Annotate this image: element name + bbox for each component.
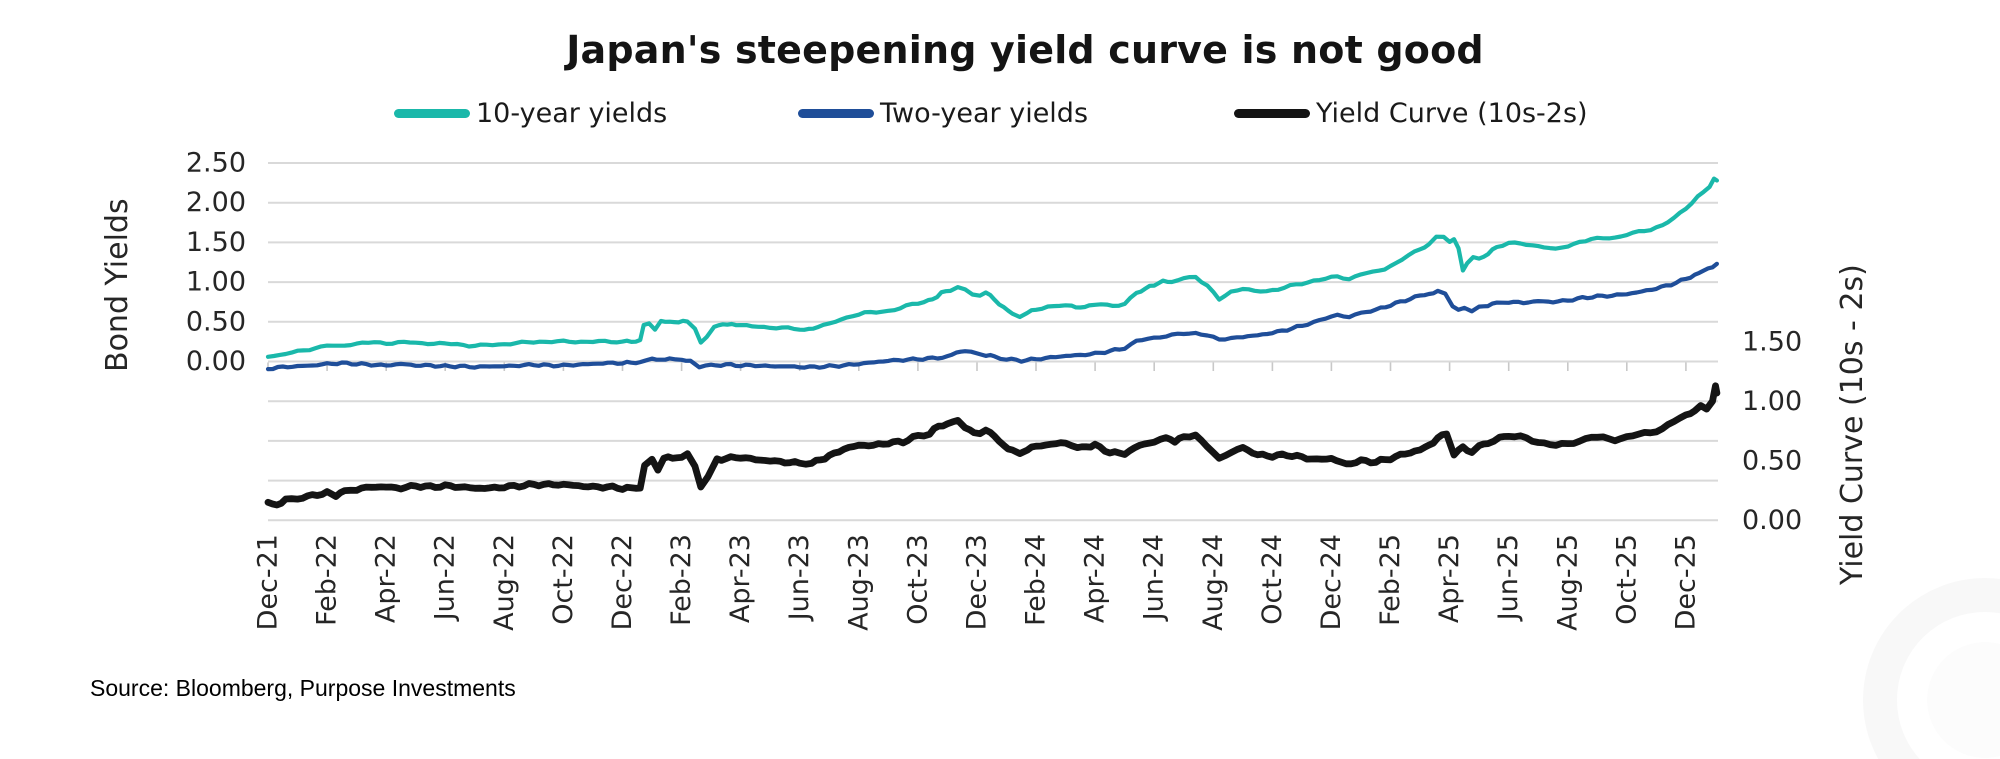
left-axis-tick-label: 2.00 (186, 187, 246, 218)
x-axis-tick-label: Jun-23 (784, 534, 815, 622)
legend-label: Yield Curve (10s-2s) (1316, 97, 1588, 129)
x-axis-tick-label: Jun-25 (1493, 534, 1524, 622)
x-axis-tick-label: Jun-22 (430, 534, 461, 622)
x-axis-tick-label: Apr-23 (725, 534, 756, 623)
x-axis-tick-label: Apr-25 (1434, 534, 1465, 623)
x-axis-tick-label: Oct-22 (548, 534, 579, 625)
legend-label: 10-year yields (476, 97, 668, 129)
x-axis-tick-label: Dec-23 (962, 534, 993, 630)
right-axis-tick-label: 1.50 (1742, 326, 1802, 357)
legend-item-two-year-yields: Two-year yields (798, 97, 1089, 129)
x-axis-tick-label: Feb-25 (1375, 534, 1406, 626)
x-axis-tick-label: Aug-22 (489, 534, 520, 631)
legend-swatch-10-year-yields (394, 108, 470, 118)
chart-title: Japan's steepening yield curve is not go… (566, 28, 1484, 72)
x-axis-tick-label: Dec-22 (607, 534, 638, 630)
x-axis-tick-label: Aug-24 (1198, 534, 1229, 631)
x-axis-tick-label: Apr-22 (371, 534, 402, 623)
legend-swatch-two-year-yields (798, 108, 874, 118)
x-axis-tick-label: Aug-25 (1552, 534, 1583, 631)
left-axis-tick-label: 0.00 (186, 346, 246, 377)
x-axis-tick-label: Dec-21 (253, 534, 284, 630)
left-axis-tick-label: 1.00 (186, 267, 246, 298)
x-axis-tick-label: Jun-24 (1139, 534, 1170, 622)
x-axis-tick-label: Oct-25 (1611, 534, 1642, 625)
x-axis-tick-label: Feb-24 (1021, 534, 1052, 626)
x-axis-tick-label: Oct-24 (1257, 534, 1288, 625)
legend-item-10-year-yields: 10-year yields (394, 97, 668, 129)
series-line-10-year-yields (265, 176, 1719, 359)
x-axis-tick-label: Dec-25 (1670, 534, 1701, 630)
source-note: Source: Bloomberg, Purpose Investments (90, 675, 516, 701)
legend-item-yield-curve: Yield Curve (10s-2s) (1234, 97, 1588, 129)
watermark-swirl-inner (1927, 642, 2000, 758)
x-axis-tick-label: Aug-23 (843, 534, 874, 631)
series-line-two-year-yields (265, 261, 1719, 372)
series-line-yield-curve-10s-2s (264, 382, 1721, 509)
right-axis-tick-label: 0.50 (1742, 445, 1802, 476)
left-axis-tick-label: 0.50 (186, 306, 246, 337)
x-axis-tick-label: Dec-24 (1316, 534, 1347, 630)
x-axis-tick-label: Feb-23 (666, 534, 697, 626)
x-axis-tick-label: Apr-24 (1080, 534, 1111, 623)
legend-swatch-yield-curve (1234, 108, 1310, 118)
left-axis-tick-label: 1.50 (186, 227, 246, 258)
right-axis-tick-label: 1.00 (1742, 386, 1802, 417)
x-axis-tick-label: Feb-22 (312, 534, 343, 626)
legend-label: Two-year yields (880, 97, 1089, 129)
left-axis-tick-label: 2.50 (186, 148, 246, 179)
x-axis-tick-label: Oct-23 (902, 534, 933, 625)
right-axis-tick-label: 0.00 (1742, 505, 1802, 536)
